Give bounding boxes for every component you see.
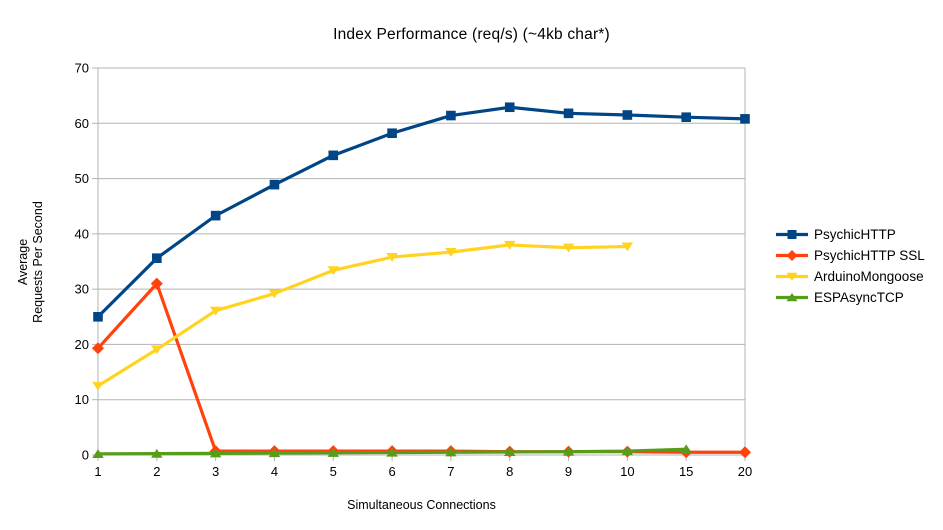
y-tick-label: 40 <box>75 226 89 241</box>
x-tick-label: 4 <box>271 464 278 479</box>
y-tick-label: 70 <box>75 61 89 76</box>
square-marker-icon <box>93 311 103 322</box>
triangle-down-marker-icon <box>268 289 281 299</box>
legend-diamond-marker-icon <box>776 250 808 261</box>
triangle-down-marker-icon <box>209 306 222 316</box>
square-marker-icon <box>446 110 456 121</box>
y-tick-label: 20 <box>75 337 89 352</box>
square-marker-icon <box>152 253 162 263</box>
square-marker-icon <box>269 179 280 190</box>
square-marker-icon <box>210 210 221 221</box>
x-axis-title: Simultaneous Connections <box>347 498 496 512</box>
legend-item-psychichttp: PsychicHTTP <box>776 226 925 243</box>
y-tick-label: 10 <box>75 392 89 407</box>
square-marker-icon <box>563 108 574 119</box>
diamond-marker-icon <box>150 277 163 290</box>
triangle-up-marker-icon <box>327 447 340 457</box>
triangle-up-marker-icon <box>209 448 222 458</box>
x-tick-label: 3 <box>212 464 219 479</box>
triangle-down-marker-icon <box>92 381 104 391</box>
x-tick-label: 15 <box>679 464 693 479</box>
x-tick-label: 1 <box>94 464 101 479</box>
x-tick-label: 5 <box>330 464 337 479</box>
series-line-arduinomongoose <box>96 243 629 388</box>
x-tick-label: 20 <box>738 464 752 479</box>
series-line-psychichttp <box>96 105 747 319</box>
triangle-down-marker-icon <box>151 345 163 355</box>
y-tick-label: 30 <box>75 282 89 297</box>
legend-label: PsychicHTTP <box>814 227 896 242</box>
x-tick-label: 2 <box>153 464 160 479</box>
diamond-marker-icon <box>739 446 751 459</box>
square-marker-icon <box>387 128 397 139</box>
square-marker-icon <box>740 114 750 124</box>
triangle-up-marker-icon <box>445 447 457 457</box>
triangle-down-marker-icon <box>327 266 340 276</box>
square-marker-icon <box>622 110 633 120</box>
triangle-up-marker-icon <box>562 446 575 456</box>
y-tick-label: 50 <box>75 171 89 186</box>
square-marker-icon <box>504 102 515 113</box>
triangle-up-marker-icon <box>92 449 104 458</box>
triangle-up-marker-icon <box>680 444 692 454</box>
y-tick-label: 0 <box>82 448 89 463</box>
triangle-up-marker-icon <box>151 448 163 458</box>
x-tick-label: 6 <box>388 464 395 479</box>
legend-label: ArduinoMongoose <box>814 269 924 284</box>
legend-square-marker-icon <box>776 230 808 239</box>
triangle-up-marker-icon <box>621 446 634 456</box>
legend-item-arduinomongoose: ArduinoMongoose <box>776 268 925 285</box>
legend-label: PsychicHTTP SSL <box>814 248 925 263</box>
x-tick-label: 8 <box>506 464 513 479</box>
legend-label: ESPAsyncTCP <box>814 290 904 305</box>
x-tick-label: 7 <box>447 464 454 479</box>
legend-triangle-down-marker-icon <box>776 272 808 281</box>
diamond-marker-icon <box>92 342 104 355</box>
triangle-down-marker-icon <box>445 248 457 257</box>
legend-item-espasynctcp: ESPAsyncTCP <box>776 289 925 306</box>
series-line-psychichttp-ssl <box>96 282 747 454</box>
triangle-up-marker-icon <box>386 447 398 457</box>
x-tick-label: 10 <box>620 464 634 479</box>
triangle-down-marker-icon <box>562 243 575 253</box>
triangle-up-marker-icon <box>503 447 516 457</box>
triangle-up-marker-icon <box>268 448 281 458</box>
square-marker-icon <box>328 150 339 161</box>
chart-title: Index Performance (req/s) (~4kb char*) <box>333 26 610 43</box>
triangle-down-marker-icon <box>386 252 398 262</box>
legend-item-psychichttp-ssl: PsychicHTTP SSL <box>776 247 925 264</box>
triangle-down-marker-icon <box>621 242 634 252</box>
triangle-down-marker-icon <box>503 240 516 250</box>
legend-triangle-up-marker-icon <box>776 293 808 302</box>
legend: PsychicHTTP PsychicHTTP SSL ArduinoMongoos… <box>776 226 925 306</box>
x-tick-label: 9 <box>565 464 572 479</box>
y-tick-label: 60 <box>75 116 89 131</box>
square-marker-icon <box>681 112 691 123</box>
